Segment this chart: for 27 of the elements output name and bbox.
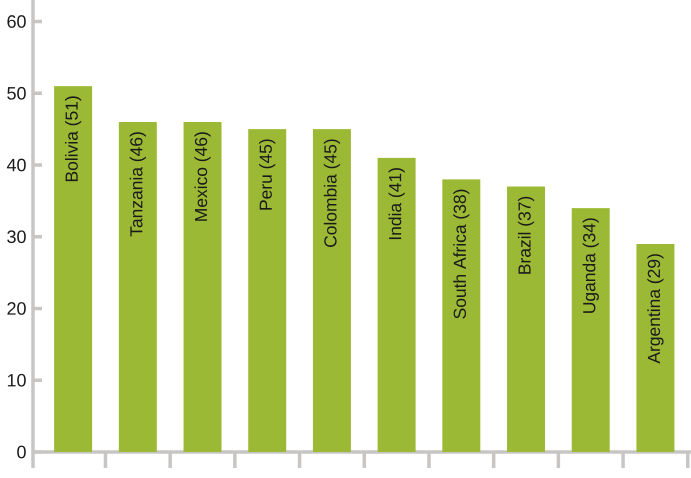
x-tick-label: Bolivia (51) — [64, 96, 82, 182]
bar — [248, 129, 286, 452]
x-tick-label: Uganda (34) — [582, 218, 599, 313]
x-tick-label: Argentina (29) — [647, 254, 664, 364]
bar — [184, 122, 222, 452]
y-tick-label: 20 — [7, 302, 26, 315]
y-tick-label: 0 — [17, 446, 26, 458]
x-tick-label: India (41) — [388, 168, 405, 240]
x-tick-label: Brazil (37) — [518, 196, 534, 274]
bar — [312, 129, 351, 452]
bar — [378, 158, 416, 452]
bar — [507, 186, 546, 452]
bar — [442, 179, 480, 452]
y-tick-label: 10 — [8, 374, 26, 387]
y-tick-label: 30 — [7, 230, 26, 244]
x-tick-label: Mexico (46) — [194, 132, 211, 221]
bar — [636, 244, 674, 452]
y-tick-label: 40 — [6, 158, 26, 172]
bar — [572, 208, 610, 452]
x-tick-label: Peru (45) — [259, 139, 276, 210]
x-tick-label: Colombia (45) — [324, 139, 340, 247]
y-tick-label: 50 — [7, 86, 26, 100]
x-tick-label: South Africa (38) — [453, 190, 470, 319]
y-tick-label: 60 — [7, 15, 26, 28]
bar — [118, 122, 157, 452]
x-tick-label: Tanzania (46) — [130, 132, 146, 236]
bar — [54, 86, 92, 452]
